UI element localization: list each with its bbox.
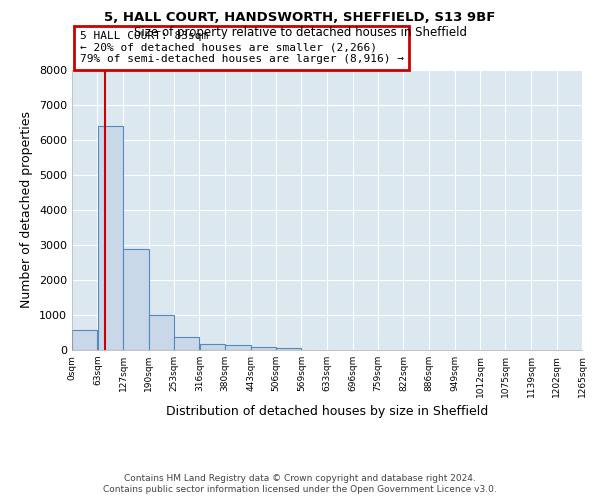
Bar xyxy=(97,126,122,350)
Bar xyxy=(251,347,276,350)
Y-axis label: Number of detached properties: Number of detached properties xyxy=(20,112,34,308)
Text: Contains HM Land Registry data © Crown copyright and database right 2024.
Contai: Contains HM Land Registry data © Crown c… xyxy=(103,474,497,494)
Bar xyxy=(72,330,97,350)
Bar xyxy=(149,315,174,350)
Bar xyxy=(226,346,251,350)
Text: 5, HALL COURT, HANDSWORTH, SHEFFIELD, S13 9BF: 5, HALL COURT, HANDSWORTH, SHEFFIELD, S1… xyxy=(104,11,496,24)
Bar xyxy=(124,248,149,350)
Bar xyxy=(276,348,301,350)
Text: 5 HALL COURT: 83sqm
← 20% of detached houses are smaller (2,266)
79% of semi-det: 5 HALL COURT: 83sqm ← 20% of detached ho… xyxy=(80,31,404,64)
Text: Size of property relative to detached houses in Sheffield: Size of property relative to detached ho… xyxy=(133,26,467,39)
Bar xyxy=(174,336,199,350)
Bar xyxy=(199,344,224,350)
X-axis label: Distribution of detached houses by size in Sheffield: Distribution of detached houses by size … xyxy=(166,406,488,418)
